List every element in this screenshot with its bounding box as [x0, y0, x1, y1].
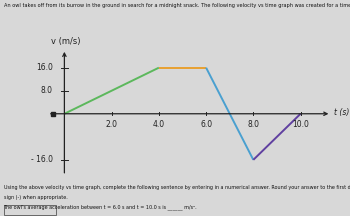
- Text: 4.0: 4.0: [153, 119, 165, 129]
- Text: t (s): t (s): [334, 108, 349, 117]
- Text: The owl’s average acceleration between t = 6.0 s and t = 10.0 s is ______ m/s².: The owl’s average acceleration between t…: [4, 204, 197, 210]
- Text: - 16.0: - 16.0: [30, 155, 52, 164]
- Text: sign (-) when appropriate.: sign (-) when appropriate.: [4, 195, 67, 200]
- Text: 6.0: 6.0: [200, 119, 212, 129]
- Text: 2.0: 2.0: [106, 119, 118, 129]
- Text: Using the above velocity vs time graph, complete the following sentence by enter: Using the above velocity vs time graph, …: [4, 185, 350, 190]
- Text: 16.0: 16.0: [36, 63, 52, 72]
- Text: 8.0: 8.0: [41, 86, 52, 95]
- Text: 8.0: 8.0: [247, 119, 259, 129]
- Text: v (m/s): v (m/s): [51, 37, 81, 46]
- Text: 10.0: 10.0: [292, 119, 309, 129]
- Text: An owl takes off from its burrow in the ground in search for a midnight snack. T: An owl takes off from its burrow in the …: [4, 3, 350, 8]
